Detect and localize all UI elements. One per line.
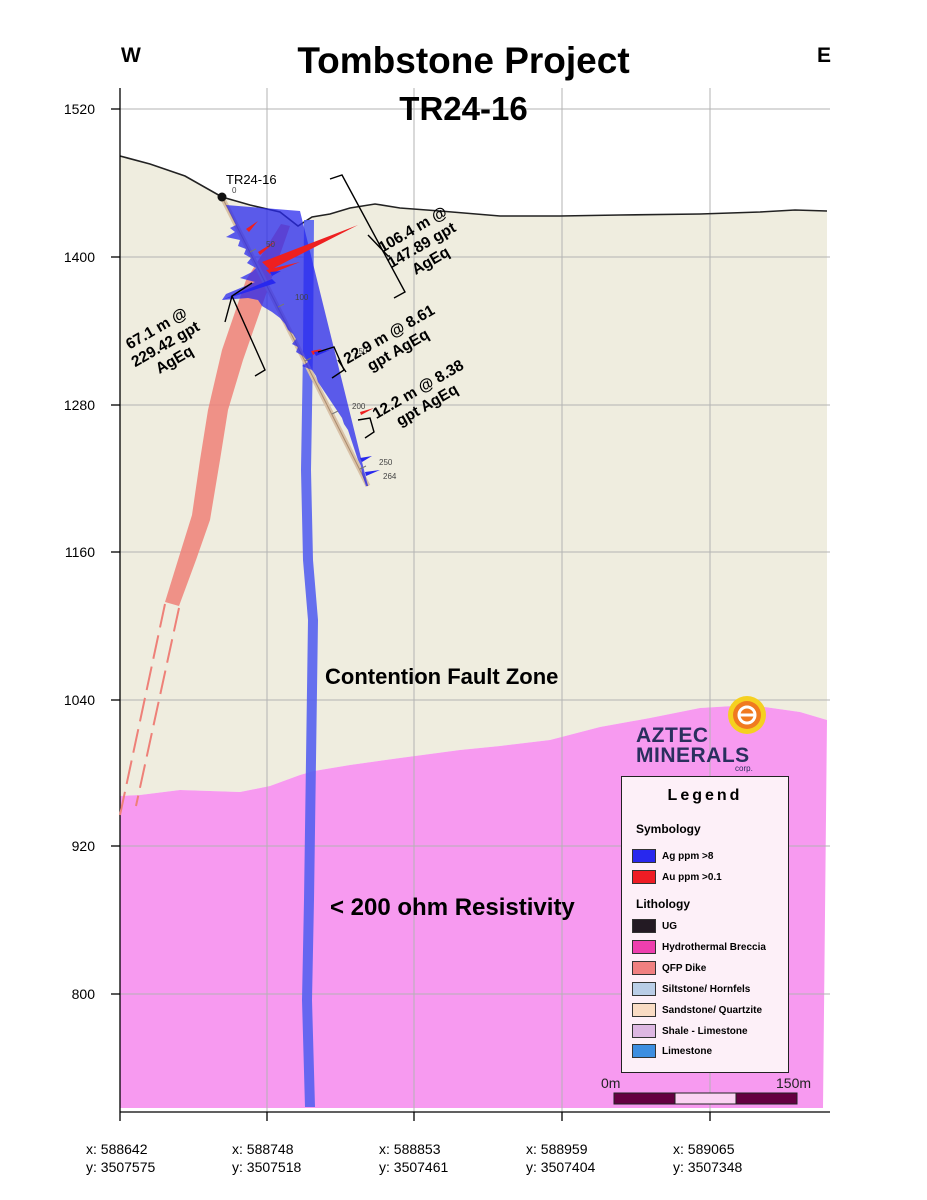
logo-wordmark: AZTEC MINERALS bbox=[636, 724, 750, 767]
legend-item: Limestone bbox=[632, 1044, 712, 1058]
drillhole-name: TR24-16 bbox=[226, 172, 277, 187]
logo-subtext: corp. bbox=[735, 764, 753, 773]
aztec-logo-icon bbox=[728, 696, 766, 734]
east-label: E bbox=[817, 44, 832, 67]
depth-label: 0 bbox=[232, 186, 237, 195]
elevation-label: 800 bbox=[71, 986, 95, 1002]
legend: Legend Symbology Ag ppm >8 Au ppm >0.1 L… bbox=[621, 776, 789, 1073]
fault-zone-label: Contention Fault Zone bbox=[325, 664, 559, 689]
ag-histogram bbox=[222, 205, 368, 486]
elevation-label: 1400 bbox=[63, 249, 95, 265]
coordinate-label: x: 589065 y: 3507348 bbox=[673, 1141, 743, 1175]
depth-label: 264 bbox=[383, 472, 397, 481]
legend-swatch bbox=[632, 1024, 656, 1038]
legend-title: Legend bbox=[667, 787, 743, 804]
elevation-label: 920 bbox=[71, 838, 95, 854]
coordinate-label: x: 588959 y: 3507404 bbox=[526, 1141, 596, 1175]
coordinate-label: x: 588748 y: 3507518 bbox=[232, 1141, 302, 1175]
scale-start-label: 0m bbox=[601, 1075, 621, 1091]
scale-bar bbox=[613, 1092, 798, 1105]
depth-label: 250 bbox=[379, 458, 393, 467]
legend-item: Au ppm >0.1 bbox=[632, 870, 722, 884]
legend-swatch bbox=[632, 940, 656, 954]
drillhole-subtitle: TR24-16 bbox=[399, 90, 528, 127]
coordinate-label: x: 588642 y: 3507575 bbox=[86, 1141, 156, 1175]
page-title: Tombstone Project bbox=[297, 40, 630, 81]
elevation-label: 1280 bbox=[63, 397, 95, 413]
depth-label: 150 bbox=[354, 347, 368, 356]
legend-item: Ag ppm >8 bbox=[632, 849, 713, 863]
depth-label: 100 bbox=[295, 293, 309, 302]
legend-item: Siltstone/ Hornfels bbox=[632, 982, 750, 996]
legend-swatch bbox=[632, 870, 656, 884]
legend-swatch bbox=[632, 1044, 656, 1058]
depth-ticks bbox=[249, 248, 367, 470]
intercept-brackets bbox=[224, 174, 406, 439]
fault-trace bbox=[301, 220, 318, 1107]
elevation-label: 1040 bbox=[63, 692, 95, 708]
qfp-dike bbox=[165, 224, 290, 606]
legend-item: UG bbox=[632, 919, 677, 933]
axes bbox=[111, 88, 830, 1121]
legend-swatch bbox=[632, 849, 656, 863]
depth-label: 50 bbox=[266, 240, 275, 249]
coordinate-label: x: 588853 y: 3507461 bbox=[379, 1141, 449, 1175]
au-histogram bbox=[246, 221, 374, 415]
legend-swatch bbox=[632, 919, 656, 933]
elevation-label: 1160 bbox=[64, 544, 95, 560]
legend-symbology-heading: Symbology bbox=[636, 822, 701, 836]
elevation-label: 1520 bbox=[63, 101, 95, 117]
resistivity-label: < 200 ohm Resistivity bbox=[330, 894, 575, 921]
legend-item: QFP Dike bbox=[632, 961, 706, 975]
legend-item: Sandstone/ Quartzite bbox=[632, 1003, 762, 1017]
legend-item: Shale - Limestone bbox=[632, 1024, 748, 1038]
scale-end-label: 150m bbox=[776, 1075, 812, 1091]
depth-label: 200 bbox=[352, 402, 366, 411]
legend-swatch bbox=[632, 961, 656, 975]
legend-lithology-heading: Lithology bbox=[636, 897, 690, 911]
legend-swatch bbox=[632, 982, 656, 996]
collar-marker bbox=[217, 192, 227, 202]
west-label: W bbox=[121, 44, 141, 67]
legend-item: Hydrothermal Breccia bbox=[632, 940, 766, 954]
dike-projection bbox=[119, 603, 180, 816]
legend-swatch bbox=[632, 1003, 656, 1017]
topography-line bbox=[119, 155, 828, 227]
